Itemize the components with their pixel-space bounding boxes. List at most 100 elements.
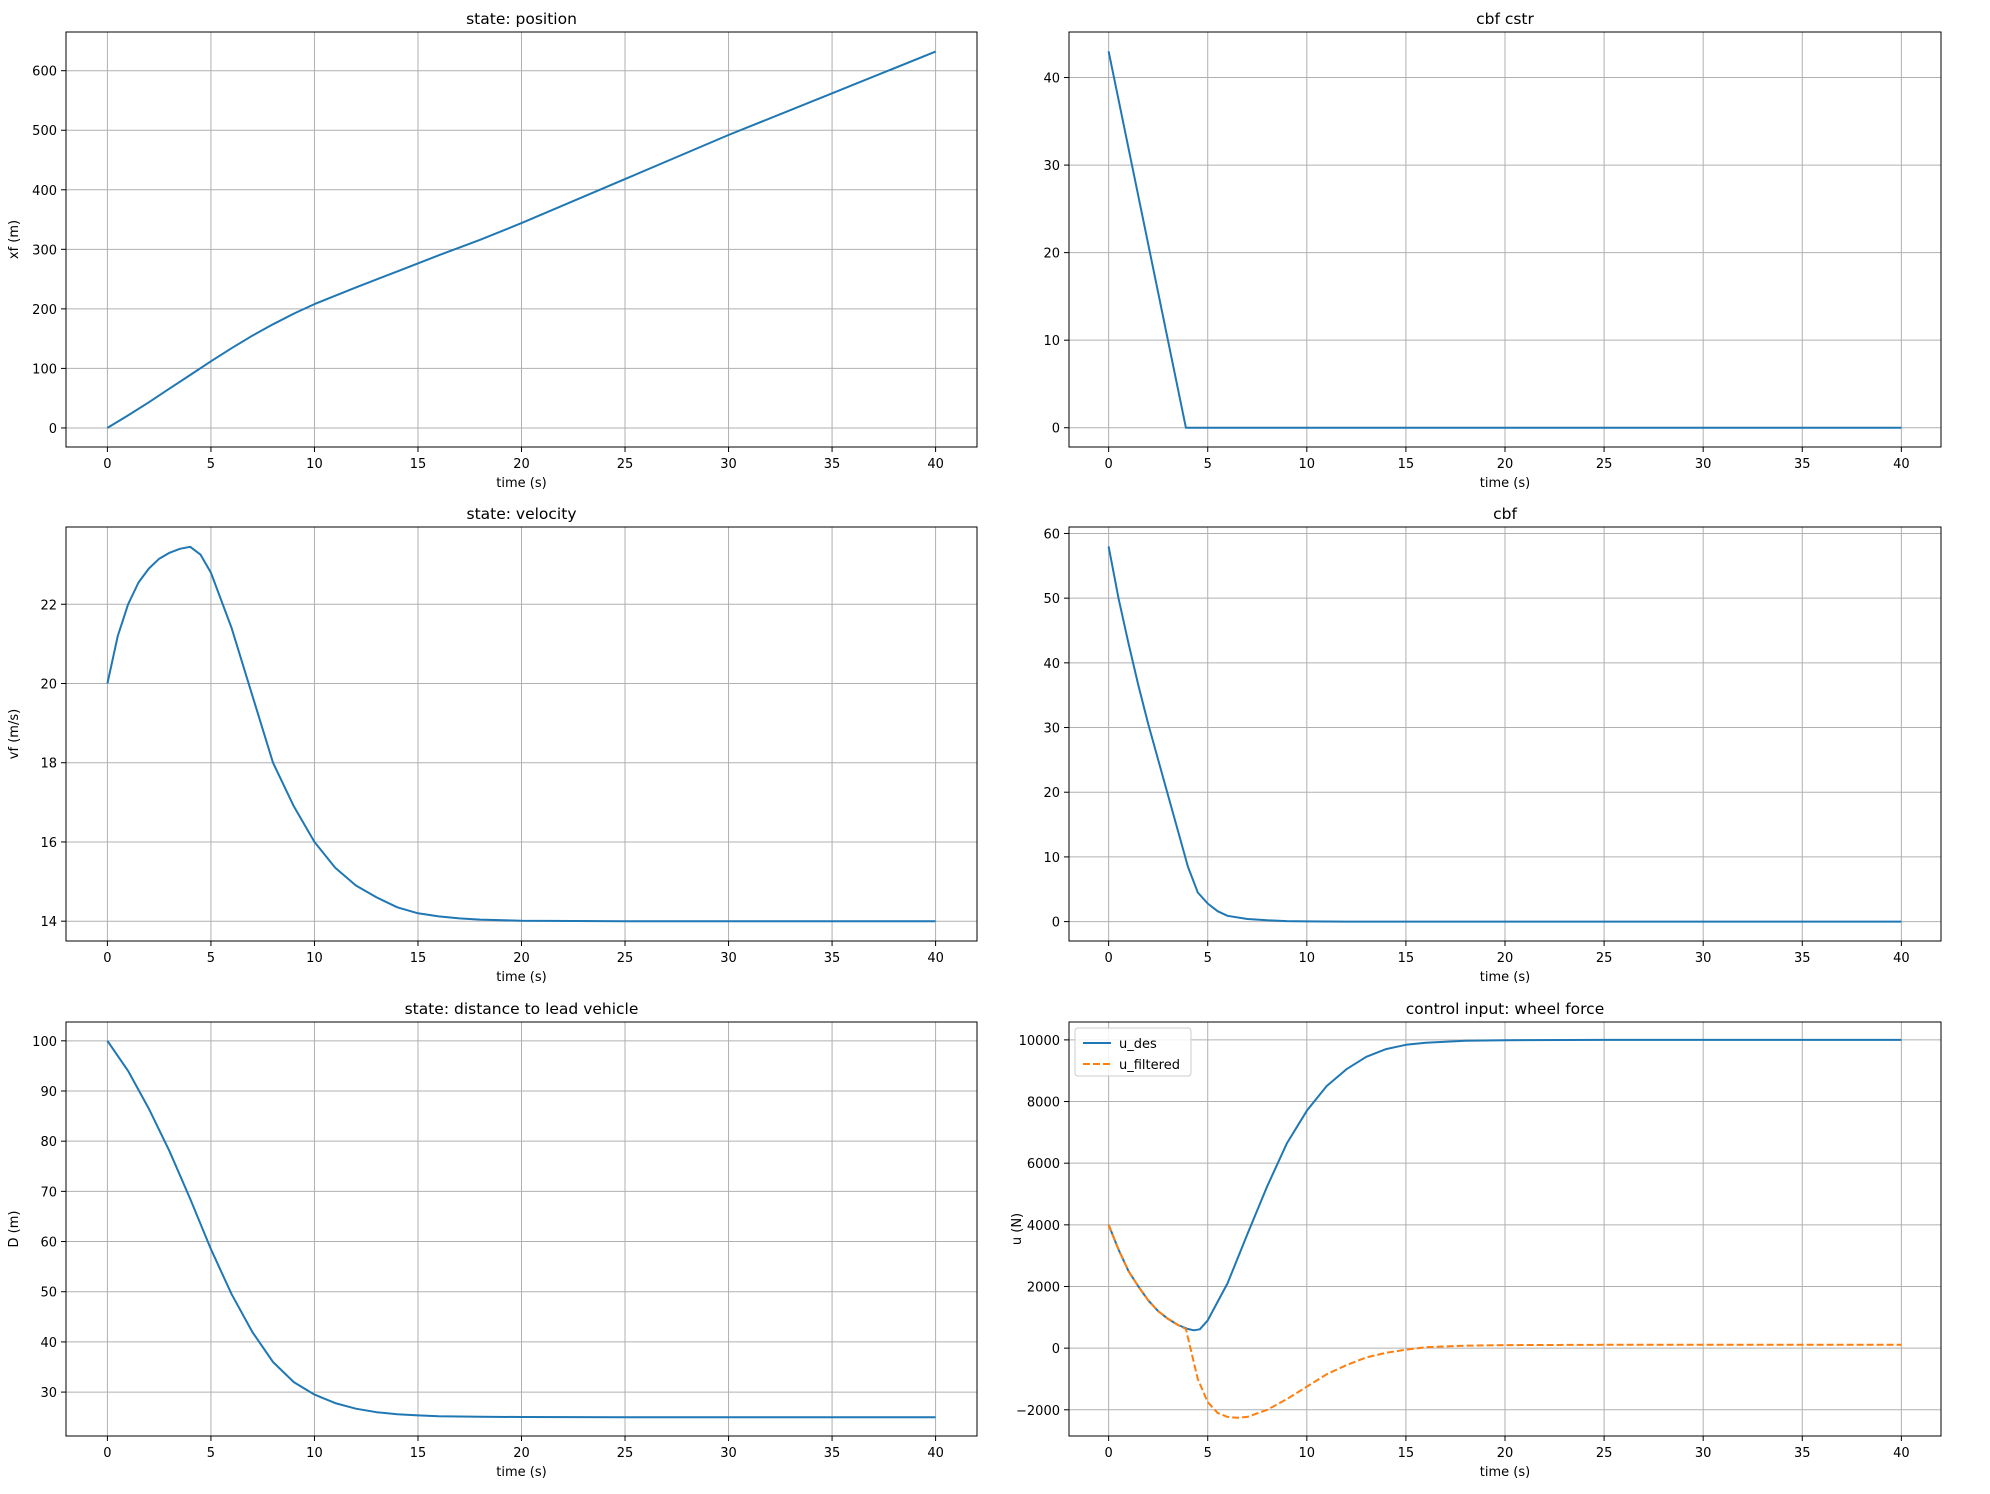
y-axis-label: xf (m) (7, 220, 22, 259)
x-tick-label: 25 (617, 951, 634, 966)
x-tick-label: 35 (824, 457, 841, 472)
x-axis-label: time (s) (1480, 476, 1530, 491)
x-axis-label: time (s) (1480, 1465, 1530, 1480)
x-tick-label: 40 (1893, 951, 1910, 966)
y-tick-label: 2000 (1027, 1280, 1060, 1295)
x-tick-label: 0 (1104, 951, 1112, 966)
y-tick-label: 500 (32, 124, 57, 139)
x-tick-label: 10 (1299, 951, 1316, 966)
x-tick-label: 15 (1398, 951, 1415, 966)
x-tick-label: 0 (103, 1446, 111, 1461)
chart-control: 0 5 10 15 20 25 30 35 40 −2000 0 2000 4000 6000 8000 10… (1010, 1000, 1942, 1480)
grid (1069, 527, 1941, 941)
x-tick-label: 10 (306, 457, 323, 472)
x-axis-label: time (s) (1480, 970, 1530, 985)
y-tick-label: 600 (32, 65, 57, 80)
x-tick-label: 35 (1794, 1446, 1811, 1461)
x-tick-label: 40 (1893, 1446, 1910, 1461)
x-tick-label: 30 (1695, 951, 1712, 966)
x-tick-label: 25 (1596, 1446, 1613, 1461)
series-line-series-0 (106, 545, 936, 923)
series-line-series-0 (1107, 51, 1902, 429)
y-axis-label: D (m) (7, 1211, 22, 1248)
x-axis-label: time (s) (496, 476, 546, 491)
y-tick-label: 0 (49, 422, 57, 437)
x-tick-label: 10 (1299, 1446, 1316, 1461)
x-tick-label: 0 (103, 951, 111, 966)
x-tick-label: 30 (1695, 457, 1712, 472)
x-tick-label: 20 (1497, 951, 1514, 966)
x-tick-label: 20 (1497, 457, 1514, 472)
x-tick-label: 5 (207, 457, 215, 472)
x-tick-label: 25 (617, 457, 634, 472)
y-tick-label: −2000 (1016, 1404, 1060, 1419)
x-tick-label: 15 (1398, 1446, 1415, 1461)
y-tick-label: 60 (40, 1236, 57, 1251)
chart-title: state: velocity (467, 505, 577, 523)
x-tick-label: 20 (513, 1446, 530, 1461)
y-tick-label: 90 (40, 1085, 57, 1100)
y-tick-label: 0 (1052, 1342, 1060, 1357)
y-tick-label: 0 (1052, 916, 1060, 931)
x-tick-label: 20 (513, 951, 530, 966)
y-tick-label: 30 (1043, 722, 1060, 737)
x-tick-label: 5 (1204, 951, 1212, 966)
y-tick-label: 300 (32, 243, 57, 258)
x-tick-label: 0 (1104, 1446, 1112, 1461)
x-axis-label: time (s) (496, 970, 546, 985)
y-tick-label: 400 (32, 184, 57, 199)
chart-title: state: position (466, 10, 577, 28)
grid (66, 1022, 977, 1436)
chart-title: cbf cstr (1476, 10, 1534, 28)
x-tick-label: 5 (1204, 1446, 1212, 1461)
x-tick-label: 15 (410, 1446, 427, 1461)
y-tick-label: 50 (1043, 592, 1060, 607)
x-tick-label: 0 (103, 457, 111, 472)
x-tick-label: 15 (410, 457, 427, 472)
x-tick-label: 10 (306, 951, 323, 966)
x-tick-label: 15 (410, 951, 427, 966)
y-tick-label: 10 (1043, 851, 1060, 866)
grid (1069, 1022, 1941, 1436)
y-tick-label: 30 (40, 1386, 57, 1401)
x-tick-label: 30 (1695, 1446, 1712, 1461)
y-tick-label: 6000 (1027, 1157, 1060, 1172)
grid (1069, 32, 1941, 447)
y-tick-label: 18 (40, 757, 57, 772)
x-tick-label: 25 (1596, 457, 1613, 472)
y-tick-label: 40 (1043, 657, 1060, 672)
x-tick-label: 5 (1204, 457, 1212, 472)
x-tick-label: 30 (720, 1446, 737, 1461)
y-tick-label: 10000 (1019, 1034, 1060, 1049)
x-tick-label: 35 (824, 951, 841, 966)
x-tick-label: 40 (1893, 457, 1910, 472)
y-tick-label: 20 (1043, 786, 1060, 801)
x-tick-label: 30 (720, 457, 737, 472)
y-axis-label: u (N) (1010, 1213, 1025, 1245)
y-tick-label: 200 (32, 303, 57, 318)
x-axis-label: time (s) (496, 1465, 546, 1480)
x-tick-label: 20 (513, 457, 530, 472)
x-tick-label: 25 (1596, 951, 1613, 966)
chart-cbf: 0 5 10 15 20 25 30 35 40 0 10 20 30 40 50 60 cbf time (s) (1043, 505, 1942, 985)
grid (66, 32, 977, 447)
x-tick-label: 35 (824, 1446, 841, 1461)
y-tick-label: 40 (1043, 72, 1060, 87)
series-line-series-0 (106, 50, 936, 429)
chart-distance: 0 5 10 15 20 25 30 35 40 30 40 50 60 70 80 90 100 state: … (7, 1000, 978, 1480)
y-tick-label: 100 (32, 362, 57, 377)
grid (66, 527, 977, 941)
y-tick-label: 20 (40, 677, 57, 692)
x-tick-label: 40 (927, 1446, 944, 1461)
x-tick-label: 25 (617, 1446, 634, 1461)
y-tick-label: 20 (1043, 247, 1060, 262)
series-line-series-0 (106, 1040, 936, 1419)
legend-label: u_des (1119, 1037, 1157, 1052)
x-tick-label: 5 (207, 1446, 215, 1461)
y-tick-label: 8000 (1027, 1096, 1060, 1111)
x-tick-label: 30 (720, 951, 737, 966)
x-tick-label: 15 (1398, 457, 1415, 472)
x-tick-label: 10 (1299, 457, 1316, 472)
x-tick-label: 40 (927, 457, 944, 472)
